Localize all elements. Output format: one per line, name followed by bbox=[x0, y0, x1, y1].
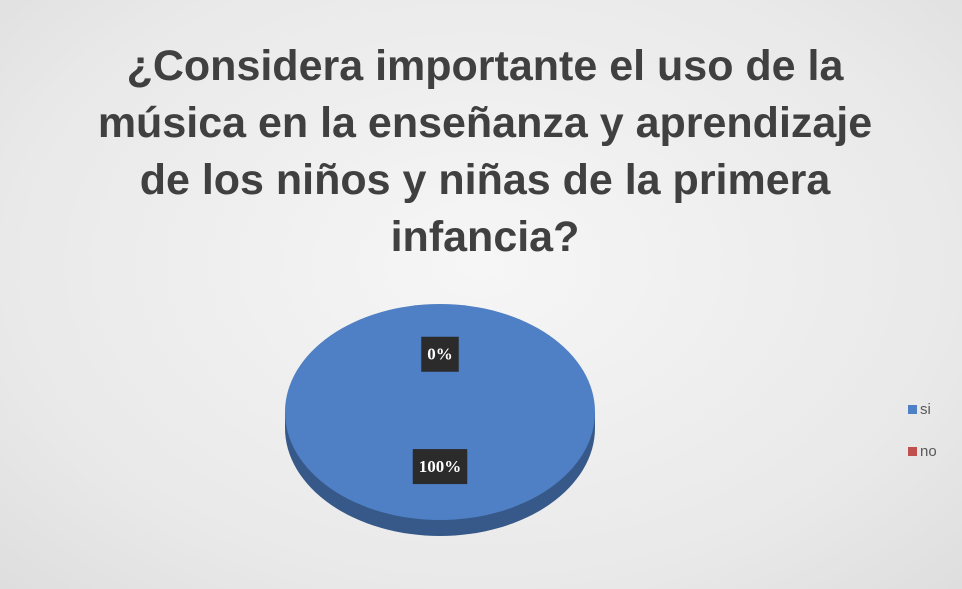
legend-swatch bbox=[908, 405, 917, 414]
legend-label: si bbox=[920, 401, 931, 418]
pie-slice bbox=[285, 304, 595, 520]
legend-swatch bbox=[908, 447, 917, 456]
legend-label: no bbox=[920, 443, 937, 460]
data-label: 0% bbox=[427, 345, 453, 364]
data-label-bg bbox=[421, 336, 459, 372]
data-label-box: 100% bbox=[412, 449, 468, 485]
data-label: 100% bbox=[419, 457, 462, 476]
data-label-box: 0% bbox=[421, 336, 459, 372]
chart-title: ¿Considera importante el uso de la músic… bbox=[97, 42, 873, 261]
data-label-bg bbox=[412, 449, 468, 485]
